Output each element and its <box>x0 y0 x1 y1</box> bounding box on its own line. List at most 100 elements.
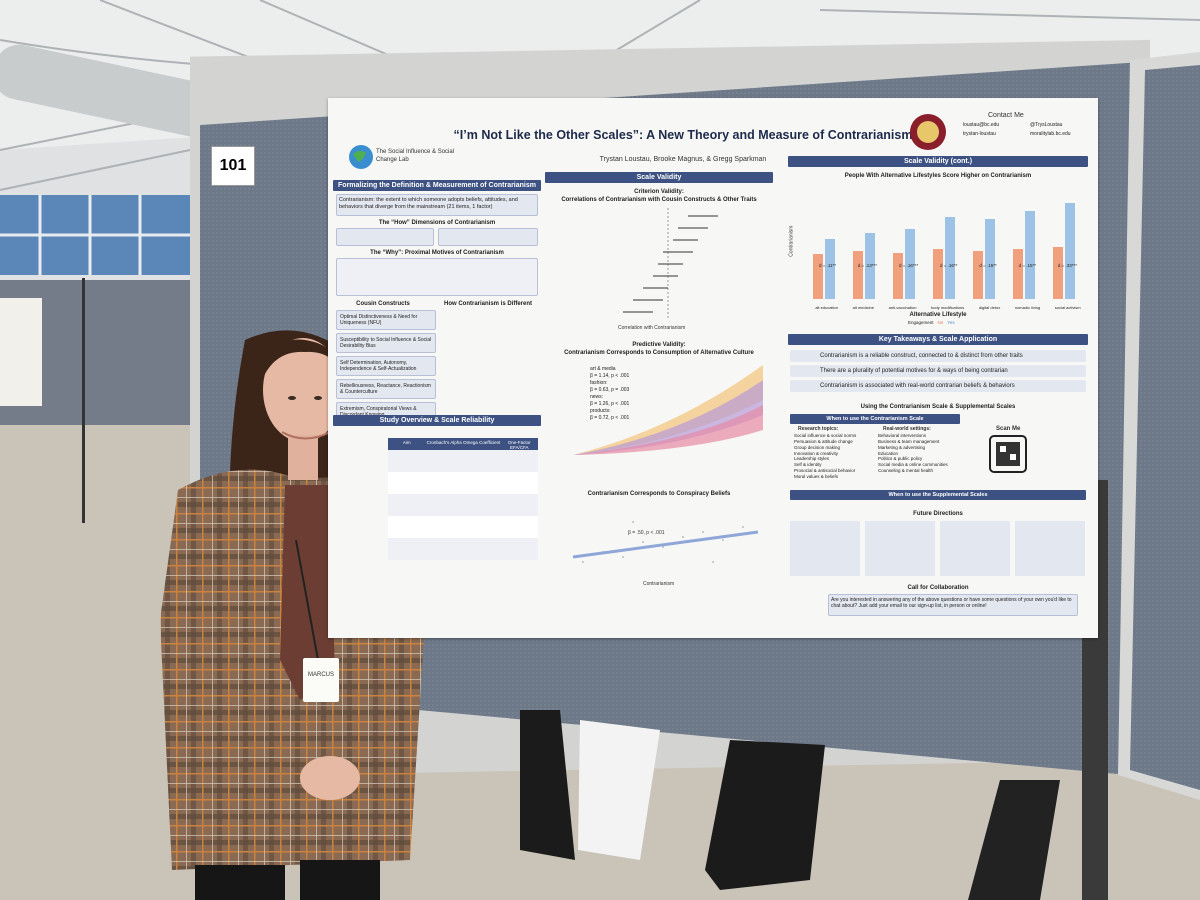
subheading: The “Why”: Proximal Motives of Contraria… <box>370 250 504 256</box>
list-item: d = .15** <box>1018 263 1036 268</box>
list-item: Group decision making <box>794 444 841 450</box>
bar <box>1065 203 1075 299</box>
scan-label: Scan Me <box>996 426 1021 432</box>
motive-boxes <box>336 258 538 296</box>
definition: Contrarianism: the extent to which someo… <box>336 194 538 216</box>
bar <box>1025 211 1035 299</box>
list-item: β = 0.72, p < .001 <box>590 415 630 421</box>
list-item: β = 1.14, p < .001 <box>590 373 630 379</box>
dimension-box <box>438 228 538 246</box>
name-badge: MARCUS <box>303 658 339 702</box>
list-item: Social influence & social norms <box>794 433 857 438</box>
list-item: news: <box>590 394 604 400</box>
category-labels: alt education alt medicine anti-vaccinatio… <box>808 305 1088 310</box>
list-item: fashion: <box>590 380 608 386</box>
list-item: Education <box>878 450 899 456</box>
subheading: Correlations of Contrarianism with Cousi… <box>561 197 757 203</box>
bar <box>853 251 863 299</box>
list-item: Behavioral interventions <box>878 433 927 438</box>
list-item: Self & identity <box>794 462 822 468</box>
list-item: body modifications <box>931 305 965 310</box>
bar <box>945 217 955 299</box>
future-boxes <box>790 521 1086 576</box>
list-item: β = 1.26, p < .001 <box>590 401 630 407</box>
list-item: d = .13*** <box>857 263 878 268</box>
stat: β = .50, p < .001 <box>628 530 665 536</box>
subheading: Future Directions <box>913 511 963 517</box>
list-item: art & media <box>590 366 616 372</box>
list-item: Rebelliousness, Reactance, Reactionism &… <box>336 379 436 399</box>
cousin-list: Optimal Distinctiveness & Need for Uniqu… <box>336 310 436 425</box>
poster: The Social Influence & Social Change Lab… <box>328 98 1098 638</box>
subheading: Criterion Validity: <box>634 189 684 195</box>
poster-title: “I’m Not Like the Other Scales”: A New T… <box>453 128 913 142</box>
list-item: Business & team management <box>878 438 940 444</box>
real-world-list: Behavioral interventions Business & team … <box>878 433 963 474</box>
section-header: Scale Validity <box>545 172 773 183</box>
list-item: d = .11** <box>818 263 837 268</box>
bar <box>893 253 903 299</box>
list-heading: Research topics: <box>798 426 839 432</box>
legend-item: Yes <box>947 320 955 325</box>
research-list: Social influence & social norms Persuasio… <box>794 433 869 480</box>
legend: Engagement No Yes <box>908 320 955 325</box>
list-item: Marketing & advertising <box>878 444 926 450</box>
section-header: Study Overview & Scale Reliability <box>333 415 541 426</box>
list-item: d = .15** <box>979 263 997 268</box>
university-seal <box>910 114 946 150</box>
lab-logo <box>349 145 373 169</box>
bar <box>813 254 823 299</box>
list-item: products: <box>590 408 611 414</box>
list-item: Moral values & beliefs <box>794 473 839 479</box>
table-header: Aim Cronbach's Alpha Omega Coefficient One-… <box>388 438 538 452</box>
subheading: Contrarianism Corresponds to Conspiracy … <box>587 491 731 497</box>
list-item: d = .16*** <box>898 263 919 268</box>
list-item: Innovation & creativity <box>794 450 839 456</box>
list-item: trystan-loustau <box>963 131 996 137</box>
list-item: Prosocial & antisocial behavior <box>794 468 856 474</box>
booth-number: 101 <box>211 146 255 186</box>
poster-authors: Trystan Loustau, Brooke Magnus, & Gregg … <box>599 156 767 163</box>
section-header: Formalizing the Definition & Measurement… <box>333 180 541 191</box>
list-item: nomadic living <box>1014 305 1041 310</box>
list-item: Optimal Distinctiveness & Need for Uniqu… <box>336 310 436 330</box>
bar <box>933 249 943 299</box>
contact-heading: Contact Me <box>988 112 1024 119</box>
list-item: anti-vaccination <box>888 305 917 310</box>
dot-plot <box>623 208 718 318</box>
subheading: Predictive Validity: <box>632 342 686 348</box>
list-item: There are a plurality of potential motiv… <box>790 365 1086 377</box>
list-item: One-Factor EFA/CFA <box>507 440 531 450</box>
bar <box>973 251 983 299</box>
list-item: social activism <box>1054 305 1081 310</box>
dimension-box <box>336 228 434 246</box>
section-header: Scale Validity (cont.) <box>788 156 1088 167</box>
chart-title: People With Alternative Lifestyles Score… <box>844 173 1032 179</box>
list-item: alt medicine <box>852 305 874 310</box>
stat-list: art & media β = 1.14, p < .001 fashion: β =… <box>590 366 640 422</box>
bar-chart <box>813 203 1075 299</box>
contact-list: loustau@bc.edu @TrysLoustau trystan-lousta… <box>963 122 1093 137</box>
list-item: β = 0.63, p = .003 <box>590 387 630 393</box>
bar <box>905 229 915 299</box>
list-item: Susceptibility to Social Influence & Soc… <box>336 333 436 353</box>
lab-name: The Social Influence & Social Change Lab <box>376 149 455 163</box>
list-item: d = .33*** <box>1057 263 1078 268</box>
subheading: The “How” Dimensions of Contrarianism <box>378 220 496 226</box>
axis-label: Alternative Lifestyle <box>909 312 967 318</box>
collab-text: Are you interested in answering any of t… <box>828 594 1078 616</box>
section-header: When to use the Contrarianism Scale <box>790 414 960 424</box>
table-body <box>388 450 538 560</box>
subheading: Contrarianism Corresponds to Consumption… <box>564 350 754 356</box>
takeaway-list: Contrarianism is a reliable construct, c… <box>790 350 1086 395</box>
bar <box>1053 247 1063 299</box>
subheading: Call for Collaboration <box>907 585 969 591</box>
list-item: @TrysLoustau <box>1030 122 1063 128</box>
subheading: How Contrarianism is Different <box>443 301 532 307</box>
bar <box>825 239 835 299</box>
axis-label: Contrarianism <box>643 581 675 587</box>
section-header: Key Takeaways & Scale Application <box>788 334 1088 345</box>
bar <box>1013 249 1023 299</box>
axis-label: Contrarianism <box>788 225 795 257</box>
